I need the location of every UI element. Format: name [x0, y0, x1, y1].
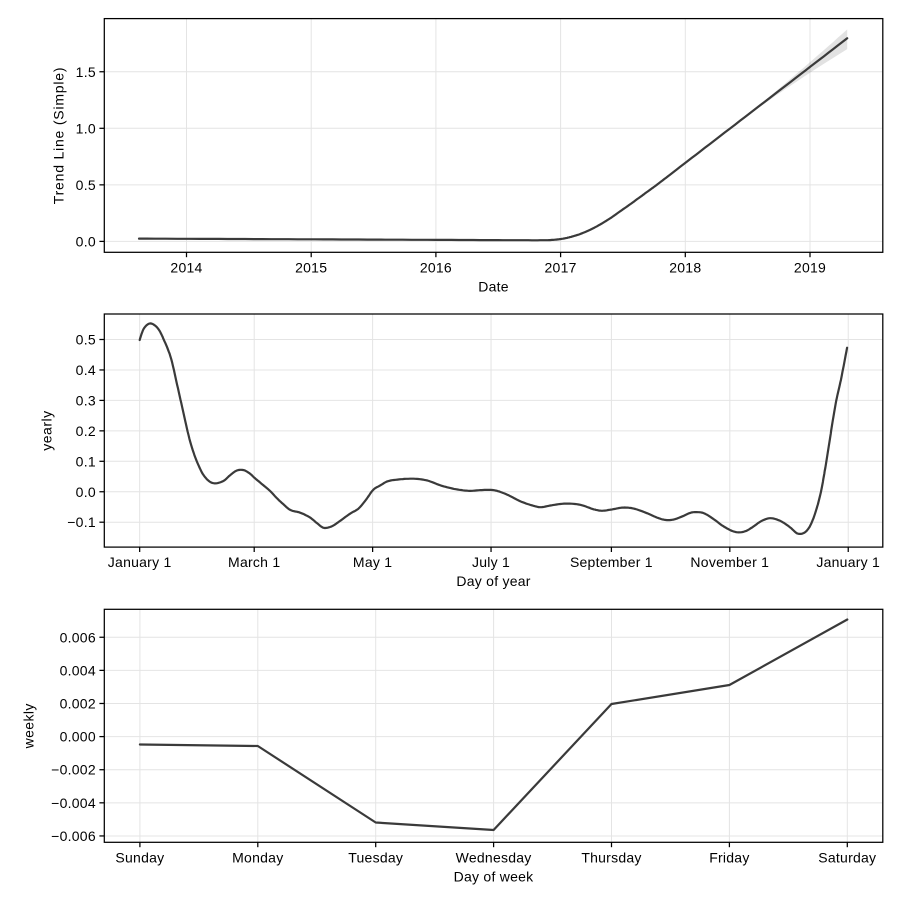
svg-text:0.4: 0.4 — [76, 362, 96, 378]
svg-text:September 1: September 1 — [570, 554, 653, 570]
svg-text:0.3: 0.3 — [76, 392, 96, 408]
svg-text:1.0: 1.0 — [76, 120, 96, 136]
svg-text:July 1: July 1 — [472, 554, 510, 570]
svg-text:March 1: March 1 — [228, 554, 280, 570]
svg-text:May 1: May 1 — [353, 554, 392, 570]
svg-text:−0.1: −0.1 — [67, 514, 96, 530]
svg-text:0.006: 0.006 — [60, 629, 96, 645]
svg-text:January 1: January 1 — [108, 554, 172, 570]
svg-text:2017: 2017 — [545, 259, 577, 275]
svg-text:0.000: 0.000 — [60, 729, 96, 745]
svg-text:0.2: 0.2 — [76, 423, 96, 439]
svg-text:−0.002: −0.002 — [51, 762, 96, 778]
svg-text:Date: Date — [478, 278, 509, 294]
svg-text:0.004: 0.004 — [60, 662, 96, 678]
svg-text:yearly: yearly — [39, 410, 55, 450]
svg-text:weekly: weekly — [21, 703, 37, 749]
svg-text:2018: 2018 — [669, 259, 701, 275]
svg-text:Day of week: Day of week — [454, 868, 535, 884]
svg-text:2014: 2014 — [170, 259, 202, 275]
svg-text:Tuesday: Tuesday — [348, 849, 403, 865]
svg-text:0.002: 0.002 — [60, 695, 96, 711]
svg-text:0.5: 0.5 — [76, 332, 96, 348]
svg-text:2019: 2019 — [794, 259, 826, 275]
svg-text:0.0: 0.0 — [76, 233, 96, 249]
svg-text:0.1: 0.1 — [76, 453, 96, 469]
svg-text:2016: 2016 — [420, 259, 452, 275]
svg-text:2015: 2015 — [295, 259, 327, 275]
svg-text:Sunday: Sunday — [115, 849, 164, 865]
svg-text:0.0: 0.0 — [76, 484, 96, 500]
svg-text:Wednesday: Wednesday — [456, 849, 532, 865]
svg-text:Thursday: Thursday — [581, 849, 641, 865]
svg-text:1.5: 1.5 — [76, 64, 96, 80]
svg-text:0.5: 0.5 — [76, 177, 96, 193]
svg-text:Monday: Monday — [232, 849, 283, 865]
svg-text:−0.004: −0.004 — [51, 795, 96, 811]
svg-text:November 1: November 1 — [690, 554, 769, 570]
svg-text:−0.006: −0.006 — [51, 828, 96, 844]
svg-text:Friday: Friday — [709, 849, 749, 865]
svg-text:Saturday: Saturday — [818, 849, 876, 865]
svg-text:Trend Line (Simple): Trend Line (Simple) — [51, 67, 67, 205]
svg-text:Day of year: Day of year — [456, 573, 530, 589]
svg-text:January 1: January 1 — [816, 554, 880, 570]
